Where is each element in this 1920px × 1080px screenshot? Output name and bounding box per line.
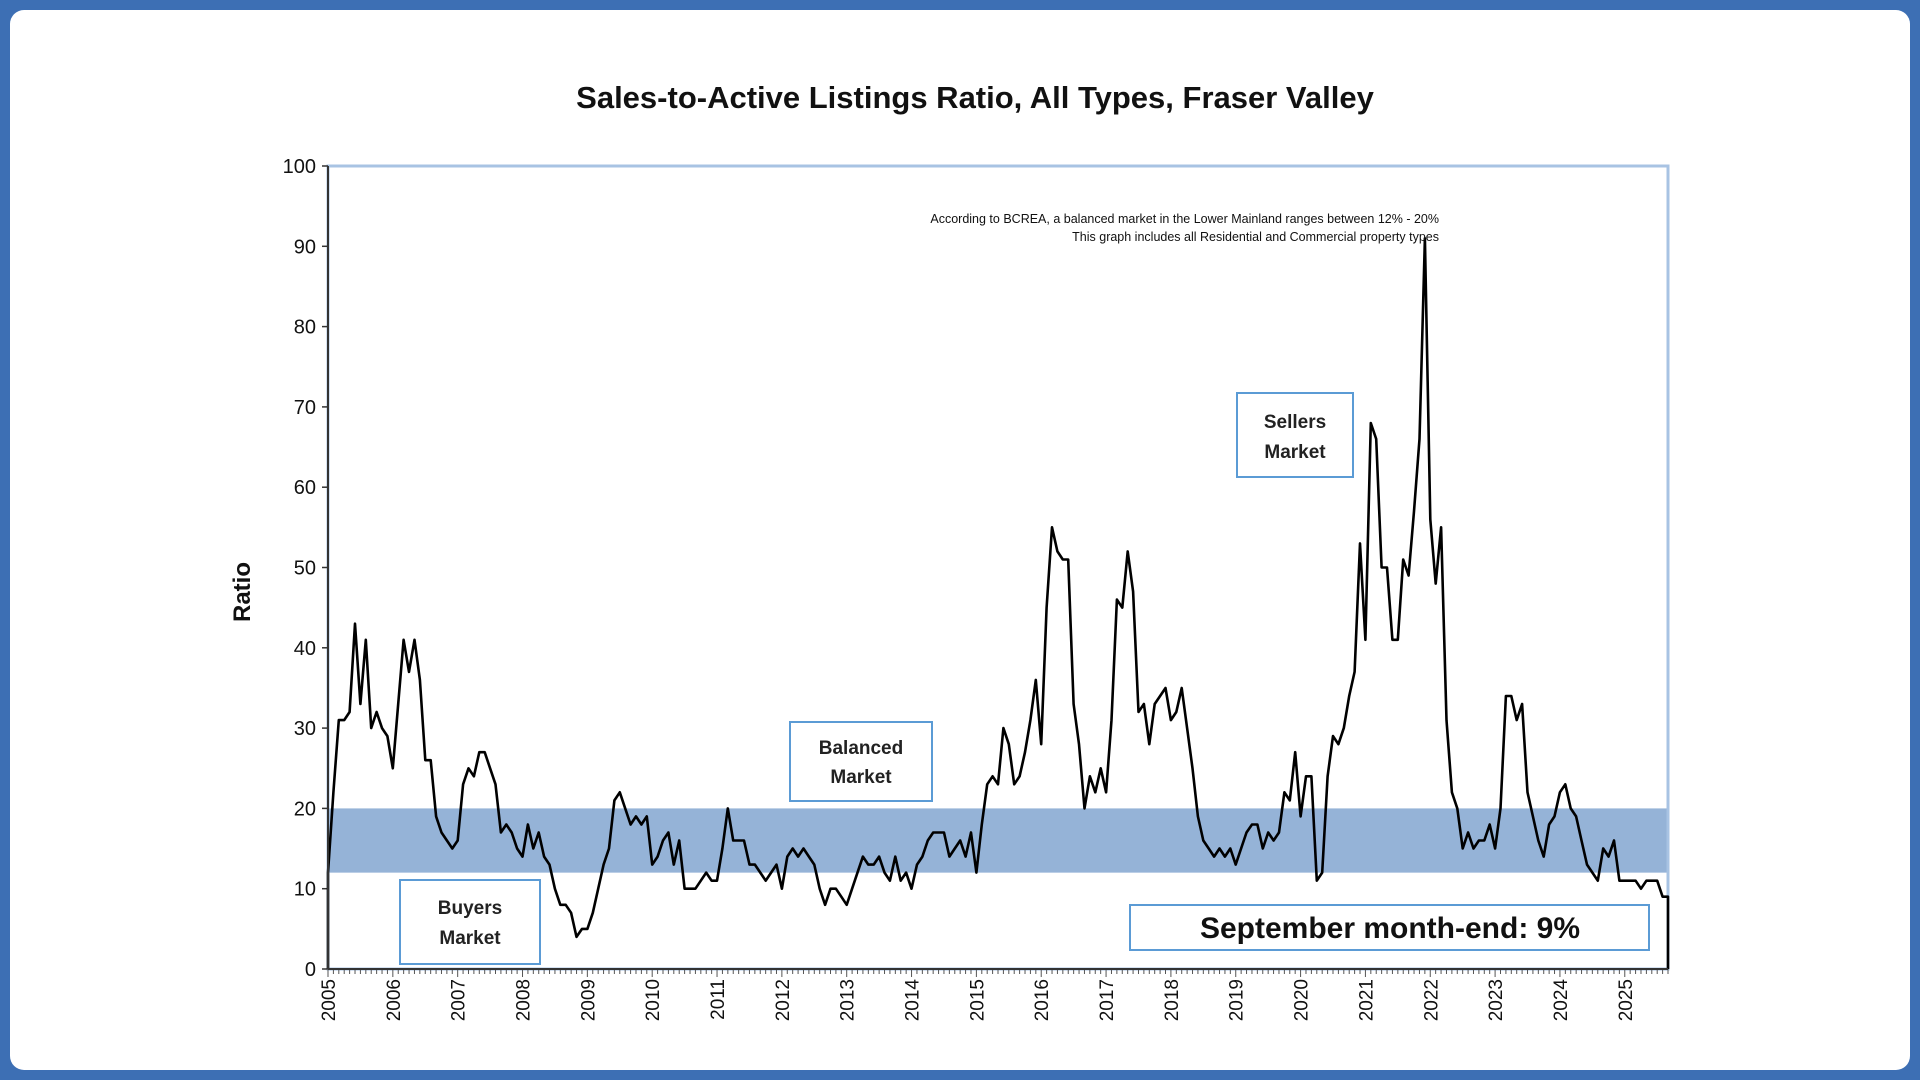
- x-tick-label: 2022: [1421, 979, 1442, 1021]
- x-tick-label: 2021: [1356, 979, 1377, 1021]
- sellers-label-line1: Sellers: [1264, 412, 1326, 433]
- sellers-label-line2: Market: [1264, 442, 1326, 463]
- balanced-band: [328, 808, 1668, 873]
- y-tick-label: 50: [294, 558, 316, 580]
- x-tick-label: 2023: [1486, 979, 1507, 1021]
- x-tick-label: 2005: [319, 979, 340, 1021]
- balanced-label-line1: Balanced: [819, 738, 903, 759]
- note-line-2: This graph includes all Residential and …: [1072, 230, 1439, 244]
- chart-title: Sales-to-Active Listings Ratio, All Type…: [576, 80, 1374, 115]
- y-tick-label: 90: [294, 236, 316, 258]
- y-tick-label: 10: [294, 879, 316, 901]
- y-tick-label: 20: [294, 798, 316, 820]
- x-tick-label: 2024: [1551, 979, 1572, 1022]
- x-tick-label: 2011: [708, 979, 729, 1020]
- x-tick-label: 2015: [967, 979, 988, 1021]
- y-axis-label: Ratio: [229, 562, 256, 622]
- x-tick-label: 2016: [1032, 979, 1053, 1021]
- x-tick-label: 2019: [1227, 979, 1248, 1021]
- x-tick-label: 2025: [1616, 979, 1637, 1021]
- y-tick-label: 60: [294, 477, 316, 499]
- x-tick-label: 2007: [449, 979, 470, 1021]
- note-line-1: According to BCREA, a balanced market in…: [930, 212, 1439, 226]
- sellers-market-label: Sellers Market: [1236, 392, 1354, 478]
- y-tick-label: 30: [294, 718, 316, 740]
- y-tick-label: 100: [283, 156, 316, 178]
- month-end-callout: September month-end: 9%: [1129, 904, 1650, 951]
- x-tick-label: 2020: [1292, 979, 1313, 1021]
- x-tick-label: 2006: [384, 979, 405, 1021]
- x-tick-label: 2018: [1162, 979, 1183, 1021]
- month-end-text: September month-end: 9%: [1200, 912, 1580, 945]
- y-tick-label: 80: [294, 317, 316, 339]
- x-tick-label: 2008: [514, 979, 535, 1021]
- buyers-market-label: Buyers Market: [399, 879, 541, 965]
- y-tick-label: 40: [294, 638, 316, 660]
- x-tick-label: 2014: [903, 979, 924, 1022]
- x-tick-label: 2017: [1097, 979, 1118, 1021]
- x-tick-label: 2009: [578, 979, 599, 1021]
- buyers-label-line2: Market: [439, 928, 501, 949]
- x-tick-label: 2013: [838, 979, 859, 1021]
- balanced-label-line2: Market: [830, 767, 892, 788]
- buyers-label-line1: Buyers: [438, 898, 502, 919]
- balanced-market-label: Balanced Market: [789, 721, 933, 802]
- y-tick-label: 70: [294, 397, 316, 419]
- x-tick-label: 2012: [773, 979, 794, 1021]
- y-tick-label: 0: [305, 959, 316, 981]
- x-tick-label: 2010: [643, 979, 664, 1021]
